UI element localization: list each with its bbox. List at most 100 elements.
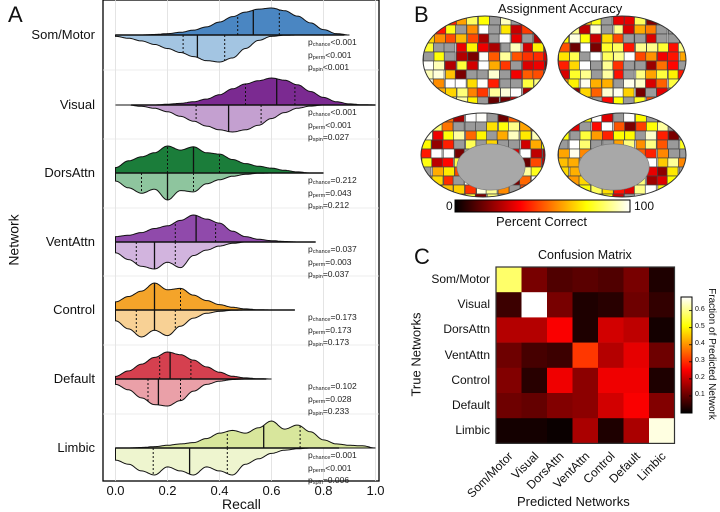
parcel	[542, 130, 545, 141]
parcel	[496, 130, 509, 141]
matrix-cell	[572, 418, 599, 444]
matrix-cell	[598, 317, 624, 343]
colorbar-tick-label: 0.3	[695, 356, 705, 364]
parcel	[601, 69, 614, 80]
parcel	[613, 121, 626, 132]
matrix-cell	[649, 418, 675, 444]
p-values: pchance=0.173 pperm=0.173 pspin=0.173	[308, 312, 357, 351]
parcel	[633, 24, 646, 35]
matrix-cell	[496, 418, 522, 444]
colorbar-tick-label: 0.6	[695, 305, 705, 313]
parcel	[634, 51, 647, 62]
parcel	[655, 24, 668, 35]
matrix-cell	[623, 267, 650, 293]
p-symbol: p	[308, 132, 313, 142]
parcel	[657, 42, 670, 53]
parcel	[644, 139, 657, 150]
p-values: pchance=0.212 pperm=0.043 pspin=0.212	[308, 175, 357, 214]
p-values: pchance<0.001 pperm<0.001 pspin<0.001	[308, 37, 357, 76]
parcel	[521, 51, 534, 62]
parcel	[456, 60, 469, 71]
parcel	[569, 51, 582, 62]
parcel	[667, 51, 679, 62]
violin-shape	[115, 104, 324, 133]
matrix-cell	[547, 292, 573, 318]
matrix-cell	[496, 342, 522, 369]
brain-right-medial	[557, 112, 687, 198]
parcel	[635, 87, 648, 98]
x-tick-label: 0.8	[314, 483, 333, 498]
parcel	[532, 60, 545, 71]
p-values: pchance=0.001 pperm<0.001 pspin=0.006	[308, 450, 357, 489]
matrix-cell	[521, 418, 548, 444]
parcel	[623, 113, 636, 123]
parcel	[454, 69, 467, 80]
parcel	[613, 113, 626, 123]
parcel	[442, 130, 455, 141]
parcel	[500, 87, 512, 98]
parcel	[602, 130, 614, 141]
p-spin-line: pspin=0.006	[308, 475, 357, 489]
parcel	[443, 166, 455, 177]
parcel	[444, 78, 457, 89]
colorbar-min-label: 0	[446, 199, 453, 213]
accuracy-colorbar	[454, 199, 631, 213]
violin-bottom-half	[115, 104, 324, 133]
violin-bottom-half	[115, 241, 246, 270]
matrix-cell	[547, 393, 573, 419]
parcel	[510, 60, 522, 71]
violin-shape	[115, 241, 246, 270]
p-symbol: p	[308, 244, 313, 254]
violin-bottom-half	[115, 34, 298, 63]
p-subscript: chance	[312, 42, 331, 48]
p-subscript: spin	[312, 480, 323, 486]
p-value: =0.006	[322, 475, 350, 485]
parcel	[668, 42, 680, 53]
p-symbol: p	[308, 337, 313, 347]
parcel	[678, 16, 686, 26]
colorbar-tick-label: 0.1	[695, 390, 705, 398]
parcel	[589, 24, 602, 35]
parcel	[434, 33, 446, 44]
parcel	[635, 121, 648, 132]
parcel	[443, 51, 456, 62]
parcel	[558, 60, 570, 71]
parcel	[519, 184, 532, 195]
matrix-cell	[521, 393, 548, 419]
parcel	[542, 148, 545, 159]
parcel	[624, 121, 636, 132]
matrix-cell	[496, 367, 522, 394]
p-chance-line: pchance=0.001	[308, 450, 357, 464]
parcel	[634, 60, 647, 71]
p-value: =0.028	[325, 393, 352, 404]
parcel	[433, 51, 446, 62]
parcel	[634, 184, 646, 195]
parcel	[679, 175, 686, 186]
parcel	[467, 96, 480, 104]
parcel	[477, 42, 490, 53]
p-value: =0.233	[322, 406, 350, 416]
p-spin-line: pspin=0.037	[308, 269, 357, 283]
parcel	[601, 60, 614, 71]
matrix-cell	[598, 393, 624, 419]
medial-wall	[578, 143, 650, 191]
parcel	[568, 139, 581, 150]
p-chance-line: pchance<0.001	[308, 37, 357, 51]
parcel	[645, 33, 658, 44]
matrix-cell	[598, 367, 624, 394]
network-label: DorsAttn	[44, 165, 95, 180]
parcel	[475, 130, 488, 141]
brain-outline	[420, 112, 546, 198]
p-value: =0.037	[322, 269, 350, 279]
p-subscript: spin	[312, 137, 323, 143]
parcel	[498, 121, 510, 132]
parcel	[612, 16, 625, 26]
p-subscript: chance	[312, 249, 331, 255]
parcel	[543, 24, 547, 35]
matrix-row-label: Control	[451, 372, 490, 387]
parcel	[590, 87, 603, 98]
parcel	[613, 78, 626, 89]
parcel	[445, 87, 457, 98]
parcel	[579, 51, 591, 62]
p-perm-line: pperm=0.043	[308, 188, 357, 202]
